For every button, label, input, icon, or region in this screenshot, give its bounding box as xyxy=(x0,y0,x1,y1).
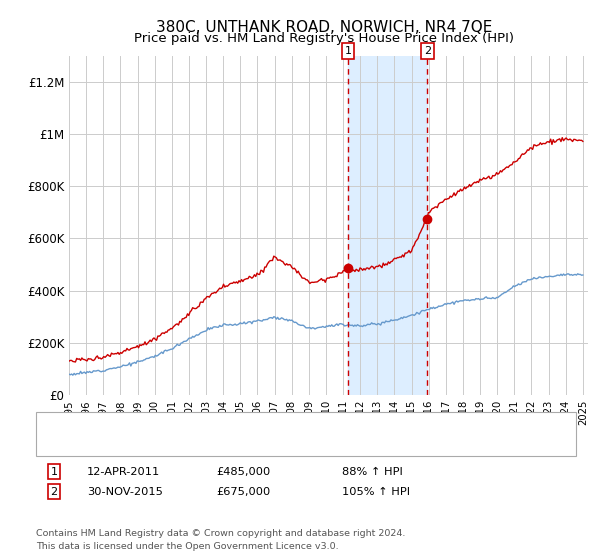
Text: 105% ↑ HPI: 105% ↑ HPI xyxy=(342,487,410,497)
Text: 88% ↑ HPI: 88% ↑ HPI xyxy=(342,466,403,477)
Text: HPI: Average price, detached house, Norwich: HPI: Average price, detached house, Norw… xyxy=(93,433,344,443)
Bar xyxy=(348,56,427,395)
Text: Contains HM Land Registry data © Crown copyright and database right 2024.
This d: Contains HM Land Registry data © Crown c… xyxy=(36,529,406,550)
Text: 2: 2 xyxy=(424,46,431,56)
Text: Price paid vs. HM Land Registry's House Price Index (HPI): Price paid vs. HM Land Registry's House … xyxy=(134,32,514,45)
Text: 30-NOV-2015: 30-NOV-2015 xyxy=(87,487,163,497)
Text: £675,000: £675,000 xyxy=(216,487,270,497)
Text: 380C, UNTHANK ROAD, NORWICH, NR4 7QE: 380C, UNTHANK ROAD, NORWICH, NR4 7QE xyxy=(156,20,492,35)
Text: 1: 1 xyxy=(344,46,352,56)
Text: £485,000: £485,000 xyxy=(216,466,270,477)
Text: 1: 1 xyxy=(50,466,58,477)
Text: 380C, UNTHANK ROAD, NORWICH, NR4 7QE (detached house): 380C, UNTHANK ROAD, NORWICH, NR4 7QE (de… xyxy=(93,416,440,426)
Text: 2: 2 xyxy=(50,487,58,497)
Text: 12-APR-2011: 12-APR-2011 xyxy=(87,466,160,477)
